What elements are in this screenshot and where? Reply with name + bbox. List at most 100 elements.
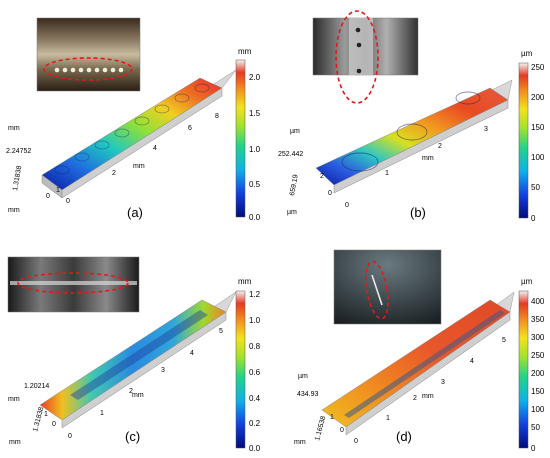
panel-b: µm 252.442 659.19 µm mm 0 1 2 3 0 2 µm 2… — [278, 10, 545, 223]
panel-label-a: (a) — [127, 205, 143, 220]
length-tick-c-0: 0 — [68, 433, 72, 440]
colorbar-tick-d-7: 50 — [531, 423, 540, 432]
side-face-c — [61, 311, 227, 429]
weld-spots — [54, 67, 124, 73]
weld-track-d — [344, 310, 505, 418]
colorbar-tick-d-3: 250 — [531, 351, 545, 360]
length-tick-a-3: 6 — [188, 125, 192, 132]
colorbar-tick-b-0: 250 — [531, 63, 545, 72]
axis-unit-d-3: mm — [422, 393, 434, 400]
colorbar-unit-b: µm — [521, 49, 533, 58]
colorbar-tick-c-5: 0.2 — [249, 419, 261, 428]
colorbar-tick-a-3: 0.5 — [249, 180, 261, 189]
width-tick-a-0: 0 — [46, 193, 50, 200]
panel-d: µm 434.93 1.16538 mm mm 0 1 2 3 4 5 0 1 … — [294, 249, 545, 453]
colorbar-unit-a: mm — [238, 47, 252, 56]
photo-inset-d — [333, 249, 442, 325]
length-tick-b-3: 3 — [484, 126, 488, 133]
colorbar-tick-d-5: 150 — [531, 387, 545, 396]
colorbar-tick-c-6: 0.0 — [249, 444, 261, 453]
width-tick-a-1: 1 — [56, 187, 60, 194]
length-tick-a-4: 8 — [215, 113, 219, 120]
axis-value-b-1: 252.442 — [278, 151, 303, 158]
surface-b — [315, 87, 509, 186]
axis-unit-c-1: mm — [8, 396, 20, 403]
colorbar-tick-b-5: 0 — [531, 214, 536, 223]
highlight-ellipse-c — [17, 272, 129, 294]
colorbar-tick-d-2: 300 — [531, 333, 545, 342]
width-tick-b-0: 0 — [328, 190, 332, 197]
colorbar-tick-c-3: 0.6 — [249, 368, 261, 377]
width-tick-d-0: 0 — [340, 427, 344, 434]
length-tick-b-0: 0 — [345, 202, 349, 209]
length-tick-d-1: 1 — [386, 415, 390, 422]
width-tick-b-1: 2 — [320, 173, 324, 180]
length-tick-d-2: 2 — [413, 395, 417, 402]
axis-unit-d-1: µm — [298, 373, 308, 380]
axis-unit-a-3: mm — [133, 163, 145, 170]
colorbar-tick-b-3: 100 — [531, 153, 545, 162]
highlight-ellipse-d — [365, 260, 389, 320]
colorbar-unit-c: mm — [238, 277, 252, 286]
axis-value-d-1: 434.93 — [297, 391, 319, 398]
colorbar-tick-c-4: 0.4 — [249, 394, 261, 403]
weld-track-c — [70, 310, 208, 400]
axis-unit-d-2: mm — [294, 439, 306, 446]
length-tick-a-1: 2 — [112, 170, 116, 177]
length-tick-c-2: 2 — [129, 388, 133, 395]
axis-unit-a-1: mm — [8, 125, 20, 132]
photo-inset-a — [36, 17, 141, 92]
axis-unit-c-3: mm — [132, 392, 144, 399]
axis-unit-b-1: µm — [290, 128, 300, 135]
length-tick-a-0: 0 — [66, 198, 70, 205]
surface-dimples-a — [54, 83, 210, 175]
side-face-b — [333, 99, 509, 194]
highlight-ellipse-b — [335, 10, 379, 104]
axis-value-b-2: 659.19 — [289, 174, 300, 196]
highlight-ellipse-a — [43, 57, 133, 81]
colorbar-tick-d-1: 350 — [531, 315, 545, 324]
axis-unit-b-3: mm — [422, 155, 434, 162]
axis-unit-b-2: µm — [287, 209, 297, 216]
colorbar-a — [235, 59, 246, 218]
colorbar-tick-c-1: 1.0 — [249, 316, 261, 325]
colorbar-tick-a-1: 1.5 — [249, 109, 261, 118]
colorbar-tick-b-4: 50 — [531, 183, 540, 192]
length-tick-c-1: 1 — [100, 410, 104, 417]
length-tick-d-3: 3 — [441, 379, 445, 386]
length-tick-b-2: 2 — [438, 143, 442, 150]
colorbar-b — [518, 62, 529, 219]
colorbar-tick-d-4: 200 — [531, 369, 545, 378]
colorbar-tick-d-0: 400 — [531, 297, 545, 306]
colorbar-unit-d: µm — [521, 277, 533, 286]
colorbar-d — [518, 290, 529, 449]
panel-a: mm 2.24752 1.31838 mm mm 0 2 4 6 8 0 1 m… — [6, 17, 261, 222]
surface-dimples-b — [341, 91, 481, 172]
length-tick-d-4: 4 — [470, 358, 474, 365]
axis-value-a-1: 2.24752 — [6, 148, 31, 155]
colorbar-c — [235, 290, 246, 449]
panel-label-d: (d) — [396, 429, 412, 444]
side-face-a — [61, 87, 223, 199]
panel-label-c: (c) — [125, 429, 140, 444]
panel-c: 1.20214 mm 1.31838 mm mm 0 1 2 3 4 5 0 1… — [7, 256, 261, 453]
colorbar-tick-b-1: 200 — [531, 93, 545, 102]
surface-a — [41, 77, 223, 191]
axis-value-c-1: 1.20214 — [24, 383, 49, 390]
side-face-d — [345, 311, 511, 436]
length-tick-c-5: 5 — [219, 328, 223, 335]
colorbar-tick-d-6: 100 — [531, 405, 545, 414]
colorbar-tick-a-4: 0.0 — [249, 213, 261, 222]
length-tick-c-4: 4 — [190, 350, 194, 357]
length-tick-d-0: 0 — [354, 438, 358, 445]
length-tick-a-2: 4 — [153, 145, 157, 152]
width-tick-c-0: 0 — [52, 421, 56, 428]
colorbar-tick-d-8: 0 — [531, 444, 536, 453]
axis-value-d-2: 1.16538 — [314, 415, 327, 441]
axis-value-a-2: 1.31838 — [12, 165, 23, 191]
colorbar-tick-b-2: 150 — [531, 123, 545, 132]
length-tick-b-1: 1 — [385, 170, 389, 177]
colorbar-tick-c-0: 1.2 — [249, 290, 261, 299]
width-tick-c-1: 1 — [44, 411, 48, 418]
